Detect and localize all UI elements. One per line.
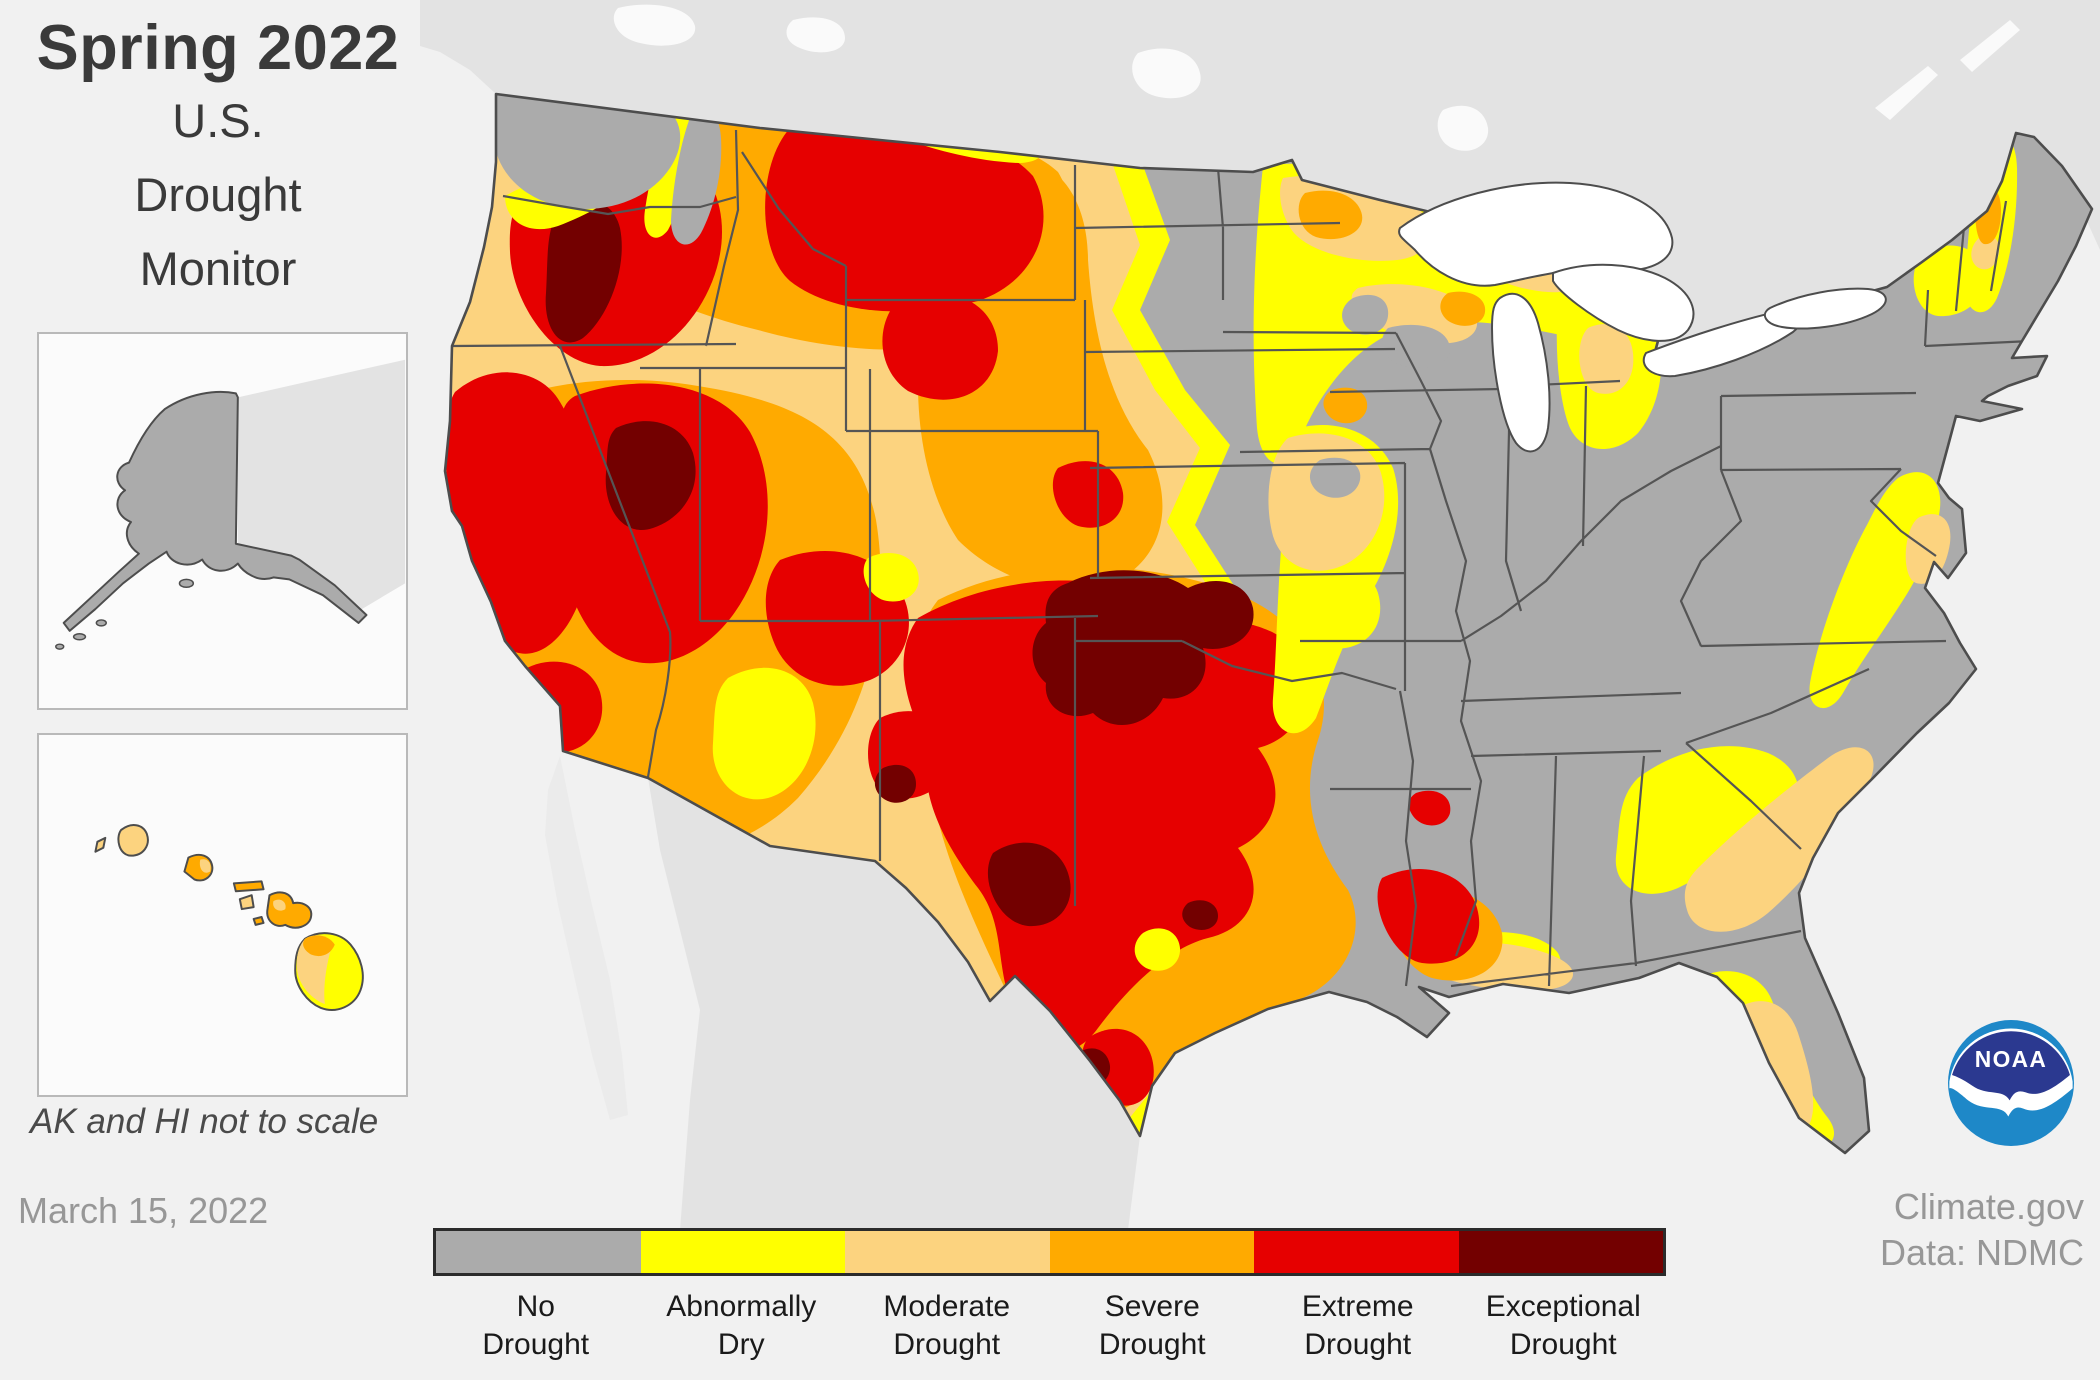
subtitle-line-2: Drought: [134, 168, 302, 221]
baja-peninsula: [545, 756, 628, 1120]
source-site: Climate.gov: [1893, 1186, 2084, 1227]
legend-label: No Drought: [482, 1290, 590, 1361]
hawaii-inset-map: [94, 824, 364, 1011]
legend-segment: [1254, 1231, 1459, 1273]
state-borders: [451, 129, 2032, 988]
lake-huron: [1552, 263, 1695, 342]
subtitle-line-3: Monitor: [139, 242, 297, 295]
inset-scale-note: AK and HI not to scale: [30, 1102, 379, 1141]
source-credits: Climate.gov Data: NDMC: [1880, 1184, 2084, 1276]
lake-erie: [1642, 308, 1804, 378]
legend-label: Exceptional Drought: [1485, 1290, 1641, 1361]
drought-legend: No Drought Abnormally Dry Moderate Drought…: [433, 1228, 1666, 1364]
subtitle-line-1: U.S.: [172, 94, 264, 147]
page-title: Spring 2022: [36, 13, 400, 83]
legend-label: Extreme Drought: [1301, 1290, 1414, 1361]
noaa-logo-icon: NOAA: [1948, 1020, 2074, 1146]
canada-lakes: [613, 4, 2020, 151]
legend-label: Abnormally Dry: [666, 1290, 817, 1361]
mexico-landmass: [648, 778, 1140, 1230]
legend-segment: [845, 1231, 1050, 1273]
legend-labels: No Drought Abnormally Dry Moderate Drought…: [433, 1288, 1666, 1364]
legend-segment: [436, 1231, 641, 1273]
page-subtitle: U.S. Drought Monitor: [0, 84, 436, 306]
great-lakes: [1398, 181, 1887, 453]
legend-bar: [433, 1228, 1666, 1276]
legend-segment: [1049, 1231, 1254, 1273]
legend-segment: [1458, 1231, 1663, 1273]
legend-label: Moderate Drought: [883, 1290, 1011, 1361]
title-block: Spring 2022 U.S. Drought Monitor: [0, 12, 436, 306]
alaska-inset-map: [55, 359, 406, 650]
canada-landmass: [420, 0, 2100, 364]
lake-ontario: [1763, 287, 1887, 330]
noaa-logo-text: NOAA: [1975, 1046, 2047, 1072]
source-data: Data: NDMC: [1879, 1232, 2084, 1273]
legend-segment: [640, 1231, 845, 1273]
alaska-inset: [37, 332, 408, 710]
legend-label: Severe Drought: [1098, 1290, 1206, 1361]
map-date: March 15, 2022: [18, 1190, 269, 1231]
hawaii-inset: [37, 733, 408, 1097]
lake-michigan: [1490, 292, 1551, 453]
